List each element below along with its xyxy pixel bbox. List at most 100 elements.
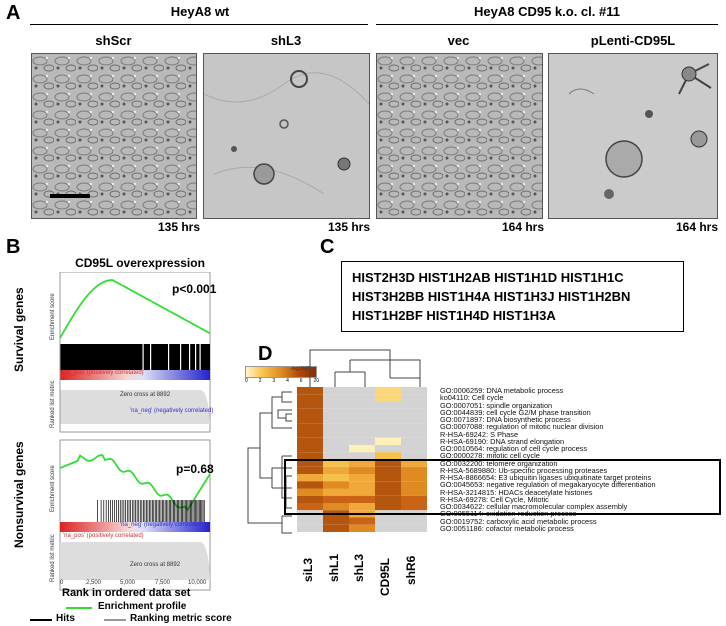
heatmap-cell bbox=[401, 459, 427, 467]
image-label-plenti-cd95l: pLenti-CD95L bbox=[590, 33, 676, 48]
heatmap-cell bbox=[349, 503, 375, 511]
rank-axis-label-2: Ranked list metric bbox=[50, 534, 56, 582]
heatmap-cell bbox=[375, 517, 401, 525]
heatmap-cell bbox=[349, 452, 375, 460]
heatmap-row-label: GO:0000278: mitotic cell cycle bbox=[440, 451, 540, 461]
heatmap-cell bbox=[323, 524, 349, 532]
color-key-tick-1: 2 bbox=[258, 378, 262, 384]
image-label-shl3: shL3 bbox=[270, 33, 302, 48]
heatmap-row-label: GO:0045653: negative regulation of megak… bbox=[440, 480, 656, 490]
gene-line-2: HIST3H2BB HIST1H4A HIST1H3J HIST1H2BN bbox=[352, 289, 631, 304]
heatmap-cell bbox=[297, 459, 323, 467]
heatmap-row-label: GO:0071897: DNA biosynthetic process bbox=[440, 415, 571, 424]
heatmap-cell bbox=[375, 408, 401, 416]
hit-gap bbox=[180, 344, 182, 370]
heatmap-cell bbox=[375, 387, 401, 395]
heatmap-cell bbox=[323, 394, 349, 402]
heatmap-cell bbox=[401, 387, 427, 395]
heatmap-cell bbox=[349, 466, 375, 474]
heatmap-cell bbox=[375, 437, 401, 445]
heatmap-cell bbox=[375, 459, 401, 467]
group-title-wt: HeyA8 wt bbox=[170, 4, 230, 19]
heatmap-cell bbox=[297, 517, 323, 525]
heatmap-cell bbox=[349, 459, 375, 467]
es-axis-label-1: Enrichment score bbox=[50, 293, 56, 340]
x-tick-2500: 2,500 bbox=[86, 580, 102, 586]
heatmap-cell bbox=[323, 408, 349, 416]
heatmap-cell bbox=[375, 401, 401, 409]
heatmap-cell bbox=[297, 503, 323, 511]
p-value-2: p=0.68 bbox=[176, 462, 214, 476]
rank-metric-1 bbox=[60, 390, 210, 424]
heatmap-cell bbox=[375, 430, 401, 438]
hit-gap bbox=[142, 344, 144, 370]
heatmap-cell bbox=[297, 416, 323, 424]
x-tick-5000: 5,000 bbox=[120, 580, 136, 586]
heatmap-cell bbox=[323, 495, 349, 503]
heatmap-row-label: GO:0006259: DNA metabolic process bbox=[440, 386, 564, 395]
heatmap-cell bbox=[401, 437, 427, 445]
legend-ranking-label: Ranking metric score bbox=[130, 613, 232, 624]
gene-line-3: HIST1H2BF HIST1H4D HIST1H3A bbox=[352, 308, 556, 323]
heatmap-cell bbox=[297, 430, 323, 438]
heatmap-cell bbox=[349, 517, 375, 525]
heatmap-row-label: GO:0034622: cellular macromolecular comp… bbox=[440, 502, 628, 511]
hits2-lines bbox=[97, 500, 205, 522]
heatmap-cell bbox=[323, 481, 349, 489]
zero-text-1: Zero cross at 8892 bbox=[120, 392, 171, 398]
hit-gap bbox=[150, 344, 152, 370]
heatmap-cell bbox=[349, 474, 375, 482]
heatmap-cell bbox=[401, 488, 427, 496]
heatmap-cell bbox=[375, 503, 401, 511]
hit-gap bbox=[168, 344, 170, 370]
heatmap-cell bbox=[375, 524, 401, 532]
heatmap-cell bbox=[349, 445, 375, 453]
heatmap-cell bbox=[375, 445, 401, 453]
image-label-shscr: shScr bbox=[95, 33, 132, 48]
heatmap-row-label: GO:0007088: regulation of mitotic nuclea… bbox=[440, 422, 604, 432]
hit-gap bbox=[189, 344, 191, 370]
heatmap-cell bbox=[401, 452, 427, 460]
x-axis-title: Rank in ordered data set bbox=[62, 587, 191, 599]
color-key bbox=[245, 366, 317, 378]
heatmap-cell bbox=[401, 481, 427, 489]
p-value-1: p<0.001 bbox=[172, 282, 217, 296]
heatmap-cell bbox=[297, 445, 323, 453]
heatmap-cell bbox=[323, 459, 349, 467]
rank-metric-2 bbox=[60, 542, 210, 580]
hours-plenti: 164 hrs bbox=[675, 220, 718, 234]
heatmap-cell bbox=[375, 416, 401, 424]
heatmap-cell bbox=[323, 437, 349, 445]
heatmap-row-label: GO:0007051: spindle organization bbox=[440, 400, 553, 410]
rank-gradient-1 bbox=[60, 370, 210, 380]
pos-text-2: 'na_pos' (positively correlated) bbox=[63, 533, 144, 539]
legend-hits-swatch bbox=[30, 619, 52, 621]
hit-gap bbox=[195, 344, 197, 370]
hit-gap bbox=[199, 344, 201, 370]
gsea-title: CD95L overexpression bbox=[75, 256, 205, 270]
pos-text-1: 'na_pos' (positively correlated) bbox=[63, 370, 144, 376]
x-tick-10000: 10,000 bbox=[188, 580, 207, 586]
heatmap-cell bbox=[323, 401, 349, 409]
rank-gradient-2 bbox=[60, 522, 210, 532]
color-key-tick-5: 20 bbox=[313, 378, 319, 384]
heatmap-cell bbox=[401, 495, 427, 503]
heatmap-cell bbox=[375, 452, 401, 460]
heatmap-cell bbox=[323, 387, 349, 395]
rank-axis-label-1: Ranked list metric bbox=[50, 380, 56, 428]
color-key-ticks: 0 2 3 4 6 20 bbox=[245, 378, 319, 384]
heatmap-cell bbox=[401, 517, 427, 525]
heatmap-cell bbox=[349, 430, 375, 438]
panel-a-letter: A bbox=[6, 2, 21, 24]
micrograph-shscr bbox=[31, 53, 197, 219]
color-key-tick-2: 3 bbox=[272, 378, 276, 384]
legend-ranking-swatch bbox=[104, 619, 126, 621]
heatmap-cell bbox=[349, 401, 375, 409]
heatmap-cell bbox=[323, 416, 349, 424]
heatmap-cell bbox=[349, 481, 375, 489]
heatmap-cell bbox=[297, 401, 323, 409]
heatmap-cell bbox=[401, 503, 427, 511]
col-label-shr6: shR6 bbox=[404, 555, 418, 585]
heatmap-cell bbox=[297, 488, 323, 496]
hours-shl3-left: 135 hrs bbox=[157, 220, 200, 234]
